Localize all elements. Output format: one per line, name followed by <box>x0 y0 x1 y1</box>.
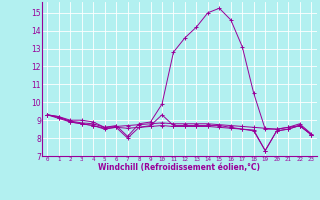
X-axis label: Windchill (Refroidissement éolien,°C): Windchill (Refroidissement éolien,°C) <box>98 163 260 172</box>
